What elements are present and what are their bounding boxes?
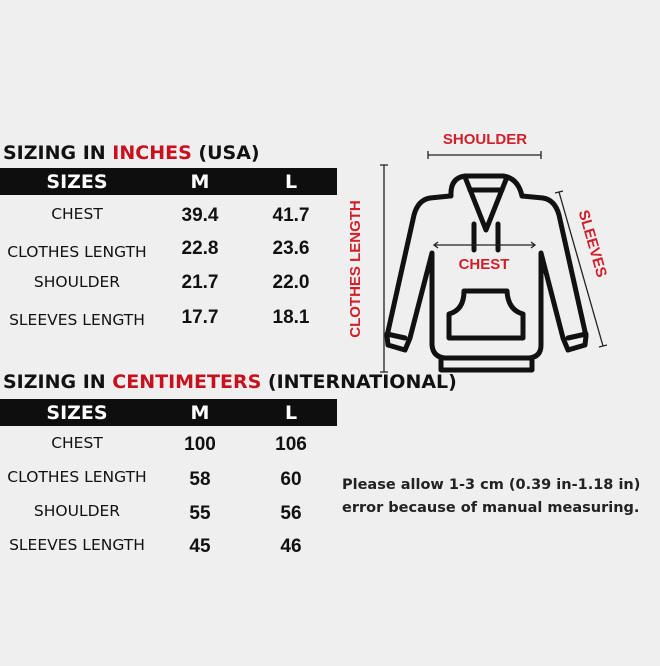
- row-label: SLEEVES LENGTH: [9, 311, 145, 329]
- row-label: SLEEVES LENGTH: [9, 536, 145, 554]
- size-m-value: 21.7: [181, 272, 219, 293]
- row-label: CLOTHES LENGTH: [7, 468, 147, 486]
- size-m-value: 100: [184, 434, 216, 455]
- row-label: SHOULDER: [33, 273, 121, 291]
- size-m-value: 45: [189, 536, 211, 557]
- header-l: L: [284, 171, 298, 193]
- clothes-length-label: CLOTHES LENGTH: [347, 200, 364, 338]
- size-m-value: 22.8: [181, 238, 219, 259]
- header-m: M: [190, 171, 210, 193]
- size-l-value: 106: [275, 434, 307, 455]
- measurement-note: Please allow 1-3 cm (0.39 in-1.18 in) er…: [342, 477, 641, 516]
- size-m-value: 55: [189, 503, 211, 524]
- cm-title: SIZING IN CENTIMETERS (INTERNATIONAL): [3, 371, 457, 393]
- cm-header: SIZES M L: [0, 399, 337, 426]
- header-sizes: SIZES: [46, 171, 108, 193]
- chest-label: CHEST: [459, 256, 510, 273]
- size-l-value: 56: [280, 503, 302, 524]
- size-m-value: 39.4: [181, 205, 219, 226]
- size-l-value: 60: [280, 469, 302, 490]
- row-label: CHEST: [51, 205, 103, 223]
- header-m: M: [190, 402, 210, 424]
- row-label: SHOULDER: [33, 502, 121, 520]
- inches-title: SIZING IN INCHES (USA): [3, 142, 260, 164]
- size-l-value: 46: [280, 536, 302, 557]
- size-l-value: 18.1: [272, 307, 310, 328]
- hoodie-icon: [384, 173, 589, 373]
- size-l-value: 41.7: [272, 205, 310, 226]
- sleeves-label: SLEEVES: [575, 208, 610, 279]
- size-l-value: 22.0: [272, 272, 310, 293]
- header-sizes: SIZES: [46, 402, 108, 424]
- size-m-value: 58: [189, 469, 211, 490]
- inches-header: SIZES M L: [0, 168, 337, 195]
- row-label: CLOTHES LENGTH: [7, 243, 147, 261]
- row-label: CHEST: [51, 434, 103, 452]
- size-m-value: 17.7: [181, 307, 219, 328]
- size-l-value: 23.6: [272, 238, 310, 259]
- shoulder-label: SHOULDER: [443, 131, 527, 148]
- header-l: L: [284, 402, 298, 424]
